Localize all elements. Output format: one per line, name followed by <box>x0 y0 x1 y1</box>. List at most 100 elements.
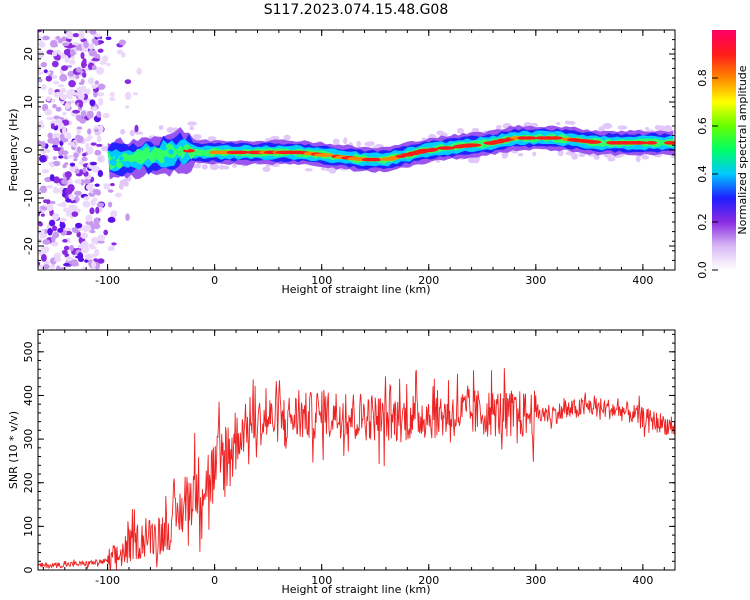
spectrogram-noise-blob <box>57 121 64 130</box>
spectrogram-noise-blob <box>81 152 87 157</box>
x-tick-label: 0 <box>211 574 218 587</box>
spectrogram-haze-blob <box>187 121 197 126</box>
spectrogram-noise-blob <box>89 161 98 166</box>
spectrogram-noise-blob <box>61 178 69 185</box>
spectrogram-noise-blob <box>80 60 87 69</box>
spectrogram-peak-core <box>547 136 563 140</box>
spectrogram-noise-blob <box>103 229 109 236</box>
spectrogram-noise-blob <box>85 142 90 151</box>
spectrogram-noise-blob <box>73 157 78 162</box>
spectrogram-noise-blob <box>46 96 51 102</box>
spectrogram-noise-blob <box>62 238 68 243</box>
spectrogram-haze-blob <box>201 164 208 170</box>
spectrogram-noise-blob <box>63 263 71 267</box>
spectrogram-noise-blob <box>59 73 68 82</box>
spectrogram-noise-blob <box>48 219 56 227</box>
spectrogram-noise-blob <box>70 260 79 267</box>
spectrogram-noise-blob <box>132 92 139 96</box>
spectrogram-noise-blob <box>41 84 47 91</box>
spectrogram-haze-blob <box>325 168 332 172</box>
spectrogram-noise-blob <box>99 60 107 65</box>
spectrogram-noise-blob <box>81 156 88 162</box>
spectrogram-early-blob <box>124 160 131 168</box>
spectrogram-noise-blob <box>78 160 84 166</box>
spectrogram-noise-blob <box>136 67 142 75</box>
spectrogram-noise-blob <box>41 254 47 262</box>
snr-marks <box>38 368 675 570</box>
spectrogram-noise-blob <box>89 207 95 215</box>
spectrogram-noise-blob <box>94 149 102 156</box>
colorbar: 0.0 0.2 0.4 0.6 0.8 Normalized spectral ampl… <box>696 30 749 279</box>
spectrogram-noise-blob <box>38 221 43 227</box>
spectrogram-noise-blob <box>107 216 116 223</box>
spectrogram-early-blob <box>177 151 183 157</box>
spectrogram-haze-blob <box>158 125 164 130</box>
spectrogram-noise-blob <box>125 213 130 222</box>
spectrogram-noise-blob <box>64 188 73 195</box>
spectrogram-haze-blob <box>517 152 524 157</box>
spectrogram-noise-blob <box>96 134 102 143</box>
spectrogram-noise-blob <box>38 71 44 75</box>
x-tick-label: 400 <box>632 574 653 587</box>
spectrogram-noise-blob <box>97 170 104 178</box>
spectrogram-noise-blob <box>96 66 104 75</box>
spectrogram-noise-blob <box>60 150 69 156</box>
spectrogram-noise-blob <box>94 40 99 46</box>
spectrogram-noise-blob <box>52 213 60 221</box>
spectrogram-noise-blob <box>55 265 61 270</box>
spectrogram-noise-blob <box>38 205 41 213</box>
spectrogram-haze-blob <box>207 136 217 142</box>
spectrogram-noise-blob <box>50 163 55 168</box>
spectrogram-haze-blob <box>304 168 313 172</box>
spectrogram-haze-blob <box>663 125 673 133</box>
spectrogram-noise-blob <box>68 205 75 214</box>
spectrogram-haze-blob <box>598 126 605 133</box>
spectrogram-noise-blob <box>38 126 41 132</box>
spectrogram-noise-blob <box>52 176 61 184</box>
y-tick-label: 400 <box>22 385 35 406</box>
spectrogram-noise-blob <box>40 213 45 217</box>
spectrogram-noise-blob <box>63 245 70 251</box>
spectrogram-noise-blob <box>93 217 100 225</box>
spectrogram-haze-blob <box>124 181 129 187</box>
spectrogram-peak-core <box>521 136 538 140</box>
spectrogram-noise-blob <box>124 91 132 100</box>
snr-frame <box>37 329 676 571</box>
spectrogram-noise-blob <box>102 55 109 62</box>
y-tick-label: 500 <box>22 341 35 362</box>
spectrogram-noise-blob <box>81 266 87 270</box>
x-tick-label: -100 <box>95 274 120 287</box>
spectrogram-noise-blob <box>59 88 67 93</box>
spectrogram-noise-blob <box>65 132 72 140</box>
spectrogram-noise-blob <box>78 93 85 100</box>
spectrogram-haze-blob <box>94 132 101 136</box>
spectrogram-haze-blob <box>101 146 109 152</box>
x-tick-label: 400 <box>632 274 653 287</box>
spectrogram-noise-blob <box>52 132 61 140</box>
spectrogram-noise-blob <box>86 110 94 119</box>
spectrogram-noise-blob <box>91 106 98 112</box>
spectrogram-noise-blob <box>38 228 45 235</box>
spectrogram-haze-blob <box>283 134 291 141</box>
spectrogram-noise-blob <box>38 37 43 41</box>
spectrogram-noise-blob <box>52 104 57 109</box>
spectrogram-haze-blob <box>593 154 600 160</box>
spectrogram-haze-blob <box>670 154 675 159</box>
colorbar-gradient <box>712 30 736 270</box>
spectrogram-noise-blob <box>43 69 48 73</box>
spectrogram-haze-blob <box>211 164 220 170</box>
spectrogram-haze-blob <box>578 152 586 157</box>
spectrogram-noise-blob <box>83 40 89 49</box>
spectrogram-early-blob <box>166 143 172 150</box>
spectrogram-noise-blob <box>46 149 51 154</box>
spectrogram-noise-blob <box>49 40 58 48</box>
spectrogram-noise-blob <box>75 222 83 229</box>
spectrogram-noise-blob <box>69 59 76 65</box>
spectrogram-early-blob <box>157 149 163 154</box>
spectrogram-noise-blob <box>91 165 100 173</box>
spectrogram-noise-blob <box>97 83 106 90</box>
spectrogram-noise-blob <box>38 41 45 48</box>
spectrogram-haze-blob <box>189 126 195 131</box>
spectrogram-haze-blob <box>118 183 124 190</box>
